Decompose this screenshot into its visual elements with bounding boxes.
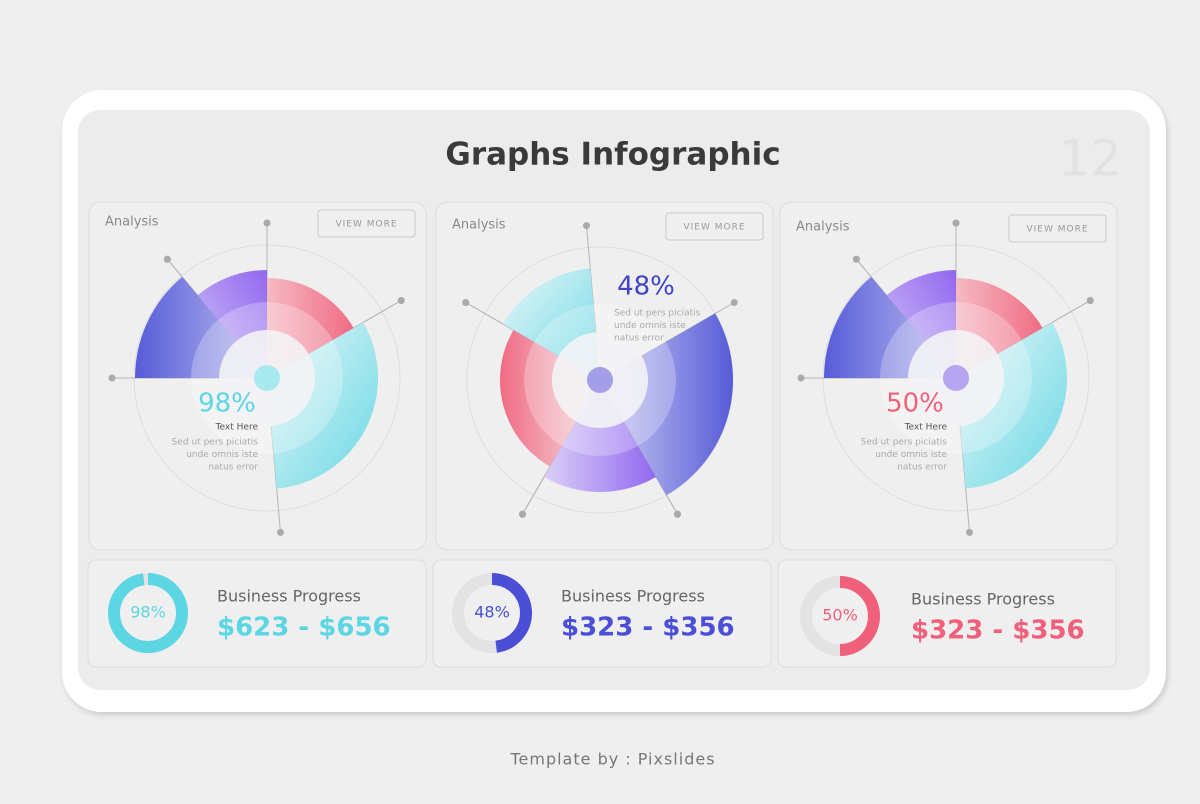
panel-percent: 98% (198, 389, 256, 419)
panel-body: natus error (208, 463, 258, 473)
pointer-dot (277, 528, 285, 536)
panel-body: Sed ut pers piciatis (861, 438, 948, 448)
card-label: Business Progress (561, 587, 705, 606)
polar-wedge (600, 313, 734, 496)
panel-body: Sed ut pers piciatis (172, 438, 259, 448)
title: Graphs Infographic (445, 137, 780, 173)
pointer-dot (397, 297, 405, 304)
pointer-dot (852, 255, 860, 263)
donut-arc (108, 573, 188, 653)
panel-caption: Text Here (904, 423, 948, 433)
pointer-dot (462, 299, 470, 306)
card-range: $323 - $356 (561, 613, 735, 643)
pointer-dot (952, 219, 960, 227)
panel-heading: Analysis (105, 215, 159, 230)
panel-body: unde omnis iste (875, 450, 947, 460)
panel-percent: 50% (886, 389, 944, 419)
polar-wedge (499, 330, 600, 467)
donut-label: 48% (474, 603, 510, 622)
center-dot (254, 365, 280, 391)
pointer-dot (966, 528, 974, 536)
view-more-label: VIEW MORE (683, 223, 745, 233)
center-dot (587, 367, 613, 393)
pointer-dot (163, 255, 171, 263)
panel-caption: Text Here (215, 423, 259, 433)
donut-arc (800, 576, 880, 656)
donut-arc (452, 573, 532, 653)
view-more-button[interactable] (665, 212, 764, 241)
view-more-label: VIEW MORE (335, 220, 397, 230)
view-more-label: VIEW MORE (1026, 225, 1088, 235)
card-range: $323 - $356 (911, 616, 1085, 646)
card-label: Business Progress (217, 587, 361, 606)
panel-body: natus error (614, 334, 664, 344)
donut-label: 98% (130, 603, 166, 622)
pointer-dot (263, 219, 271, 227)
pointer-dot (797, 374, 805, 382)
panel-heading: Analysis (452, 218, 506, 233)
footer: Template by : Pixslides (509, 750, 715, 769)
panel-body: unde omnis iste (614, 321, 686, 331)
pointer-dot (519, 510, 526, 518)
pointer-dot (582, 222, 590, 230)
polar-wedge (544, 380, 656, 492)
panel-percent: 48% (617, 272, 675, 302)
view-more-button[interactable] (317, 209, 416, 238)
panel-body: Sed ut pers piciatis (614, 309, 701, 319)
card-label: Business Progress (911, 590, 1055, 609)
pointer-dot (674, 510, 681, 518)
panel-body: natus error (897, 463, 947, 473)
view-more-button[interactable] (1008, 214, 1107, 243)
pointer-dot (108, 374, 116, 382)
panel-heading: Analysis (796, 220, 850, 235)
pointer-dot (1086, 297, 1094, 304)
center-dot (943, 365, 969, 391)
donut-label: 50% (822, 606, 858, 625)
page-number: 12 (1058, 130, 1122, 188)
card-range: $623 - $656 (217, 613, 391, 643)
panel-body: unde omnis iste (186, 450, 258, 460)
pointer-dot (730, 299, 738, 306)
